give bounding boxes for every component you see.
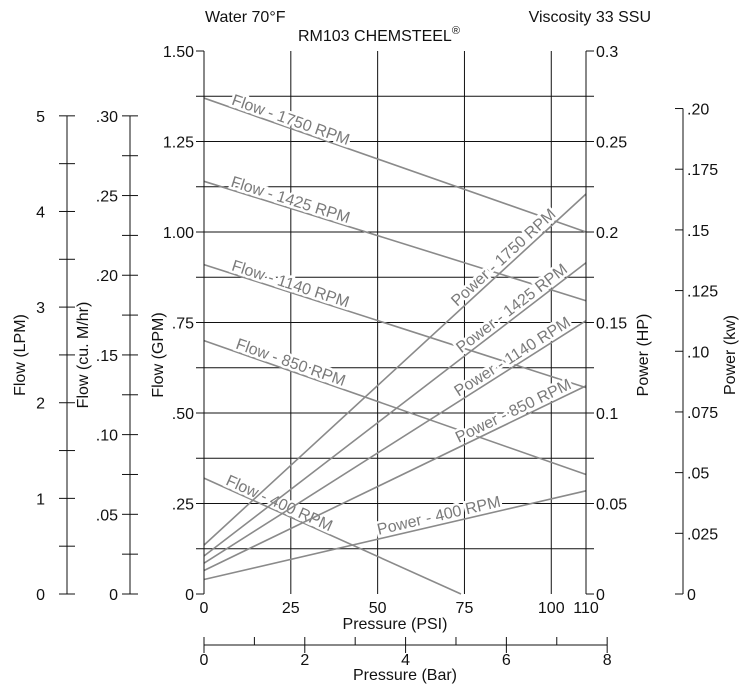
- hp-tick-label: 0.1: [596, 406, 618, 423]
- y-axis-label-kw: Power (kw): [722, 315, 739, 395]
- flow-curve-line: [203, 477, 462, 595]
- kw-tick-label: 0: [687, 587, 696, 604]
- lpm-tick-label: 0: [36, 587, 45, 604]
- y-axis-label-m3hr: Flow (cu. M/hr): [75, 302, 92, 409]
- hp-tick-label: 0.3: [596, 44, 618, 61]
- flow-curve-line: [203, 180, 587, 302]
- lpm-tick-label: 2: [36, 396, 45, 413]
- x-axis-label-psi: Pressure (PSI): [343, 616, 448, 633]
- kw-tick-label: .025: [687, 526, 718, 543]
- gpm-tick-label: .50: [172, 406, 194, 423]
- psi-tick-label: 110: [573, 600, 599, 617]
- kw-tick-label: .05: [687, 466, 709, 483]
- power-curve-label: Power - 400 RPM: [375, 494, 502, 539]
- kw-tick-label: .125: [687, 284, 718, 301]
- bar-tick-label: 0: [200, 652, 209, 669]
- gpm-tick-label: 1.25: [163, 135, 194, 152]
- psi-tick-label: 0: [200, 600, 209, 617]
- flow-curve-line: [203, 97, 587, 233]
- lpm-tick-label: 4: [36, 204, 45, 221]
- bar-tick-label: 6: [502, 652, 511, 669]
- gpm-tick-label: .75: [172, 316, 194, 333]
- x-axis-label-bar: Pressure (Bar): [353, 667, 457, 684]
- kw-tick-label: .175: [687, 162, 718, 179]
- m3hr-tick-label: .05: [96, 507, 118, 524]
- m3hr-tick-label: .20: [96, 268, 118, 285]
- gpm-tick-label: .25: [172, 497, 194, 514]
- lpm-tick-label: 1: [36, 491, 45, 508]
- bar-tick-label: 2: [300, 652, 309, 669]
- y-axis-label-lpm: Flow (LPM): [12, 314, 29, 396]
- lpm-tick-label: 5: [36, 109, 45, 126]
- lpm-tick-label: 3: [36, 300, 45, 317]
- axes: 0.25.50.751.001.251.5000.050.10.150.20.2…: [36, 44, 718, 669]
- y-axis-label-gpm: Flow (GPM): [150, 312, 167, 397]
- flow-curve-line: [203, 339, 587, 476]
- bar-tick-label: 8: [603, 652, 612, 669]
- kw-tick-label: .20: [687, 102, 709, 119]
- hp-tick-label: 0.25: [596, 135, 627, 152]
- y-axis-label-hp: Power (HP): [635, 314, 652, 397]
- hp-tick-label: 0.15: [596, 316, 627, 333]
- m3hr-tick-label: .15: [96, 348, 118, 365]
- psi-tick-label: 25: [282, 600, 300, 617]
- power-curve-line: [203, 385, 587, 572]
- gpm-tick-label: 0: [185, 587, 194, 604]
- chart-title-text: RM103 CHEMSTEEL: [298, 28, 452, 45]
- hp-tick-label: 0.05: [596, 497, 627, 514]
- chart-title: RM103 CHEMSTEEL®: [298, 25, 460, 45]
- registered-mark: ®: [452, 25, 460, 37]
- header-right-text: Viscosity 33 SSU: [529, 9, 651, 26]
- power-curve-line: [203, 490, 587, 581]
- m3hr-tick-label: .25: [96, 189, 118, 206]
- power-curve-line: [203, 262, 587, 557]
- psi-tick-label: 50: [369, 600, 387, 617]
- flow-curve-line: [203, 263, 587, 389]
- psi-tick-label: 75: [456, 600, 474, 617]
- hp-tick-label: 0.2: [596, 225, 618, 242]
- flow-curve-label: Flow - 1425 RPM: [229, 174, 352, 227]
- power-curve-line: [203, 193, 587, 546]
- kw-tick-label: .075: [687, 405, 718, 422]
- power-curve-line: [203, 320, 587, 564]
- m3hr-tick-label: .30: [96, 109, 118, 126]
- kw-tick-label: .15: [687, 223, 709, 240]
- hp-tick-label: 0: [596, 587, 605, 604]
- psi-tick-label: 100: [538, 600, 565, 617]
- m3hr-tick-label: .10: [96, 428, 118, 445]
- bar-tick-label: 4: [401, 652, 410, 669]
- m3hr-tick-label: 0: [109, 587, 118, 604]
- gpm-tick-label: 1.50: [163, 44, 194, 61]
- header-left-text: Water 70°F: [205, 9, 286, 26]
- gpm-tick-label: 1.00: [163, 225, 194, 242]
- kw-tick-label: .10: [687, 344, 709, 361]
